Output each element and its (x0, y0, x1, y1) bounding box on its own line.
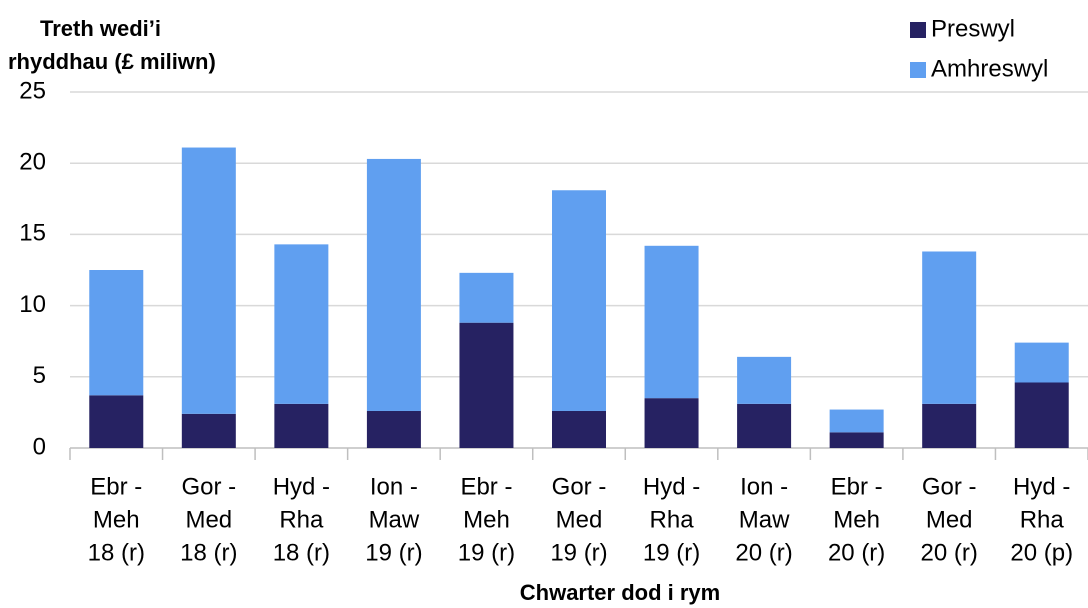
x-axis-title: Chwarter dod i rym (520, 580, 720, 605)
legend-label: Amhreswyl (931, 55, 1048, 82)
y-tick-label: 0 (33, 433, 46, 460)
x-tick-label: 19 (r) (365, 539, 422, 566)
x-tick-label: 20 (r) (735, 539, 792, 566)
bar-segment (181, 147, 236, 414)
x-tick-label: Maw (739, 506, 790, 533)
x-tick-label: 18 (r) (88, 539, 145, 566)
y-tick-label: 5 (33, 362, 46, 389)
x-tick-label: 18 (r) (273, 539, 330, 566)
x-tick-label: Med (185, 506, 232, 533)
legend-label: Preswyl (931, 15, 1015, 42)
x-tick-label: 20 (p) (1010, 539, 1073, 566)
bar-segment (1014, 342, 1069, 383)
bar-segment (459, 322, 514, 448)
bar-segment (552, 410, 606, 448)
bar-segment (1014, 382, 1069, 448)
x-tick-label: Ion - (740, 473, 788, 500)
x-tick-label: Med (926, 506, 973, 533)
x-tick-label: Gor - (922, 473, 977, 500)
x-tick-label: 19 (r) (643, 539, 700, 566)
bar-segment (181, 413, 236, 448)
bar-segment (366, 410, 421, 448)
legend-swatch (910, 62, 926, 78)
bar-segment (274, 403, 329, 448)
bar-segment (829, 409, 884, 433)
bar-segment (737, 356, 792, 404)
x-tick-label: 18 (r) (180, 539, 237, 566)
bar-segment (829, 432, 884, 448)
legend-swatch (910, 22, 926, 38)
x-tick-label: 19 (r) (550, 539, 607, 566)
bar-segment (366, 158, 421, 411)
y-tick-label: 15 (19, 220, 46, 247)
bar-segment (552, 190, 606, 411)
x-tick-label: Maw (369, 506, 420, 533)
x-tick-label: Ebr - (460, 473, 512, 500)
y-tick-label: 10 (19, 291, 46, 318)
y-tick-label: 25 (19, 77, 46, 104)
bar-segment (737, 403, 792, 448)
bar-segment (922, 403, 977, 448)
bar-segment (459, 272, 514, 323)
x-tick-label: Meh (833, 506, 880, 533)
x-tick-label: Hyd - (1013, 473, 1070, 500)
x-tick-label: Rha (1020, 506, 1065, 533)
bar-segment (644, 245, 699, 399)
bar-segment (89, 395, 144, 448)
x-tick-label: Rha (650, 506, 695, 533)
x-tick-label: Meh (93, 506, 140, 533)
x-tick-label: Hyd - (643, 473, 700, 500)
x-tick-label: Meh (463, 506, 510, 533)
y-tick-label: 20 (19, 149, 46, 176)
bar-segment (644, 398, 699, 448)
x-tick-label: Rha (279, 506, 324, 533)
x-tick-label: Gor - (181, 473, 236, 500)
x-tick-label: Ebr - (90, 473, 142, 500)
x-tick-label: 20 (r) (921, 539, 978, 566)
x-tick-label: Gor - (552, 473, 607, 500)
x-tick-label: Ion - (370, 473, 418, 500)
x-tick-label: Hyd - (273, 473, 330, 500)
x-tick-label: 19 (r) (458, 539, 515, 566)
bar-segment (922, 251, 977, 404)
y-axis-title: Treth wedi’i (40, 16, 161, 41)
bar-segment (89, 270, 144, 396)
y-axis-title: rhyddhau (£ miliwn) (8, 49, 216, 74)
x-tick-label: 20 (r) (828, 539, 885, 566)
x-tick-label: Med (556, 506, 603, 533)
bar-segment (274, 244, 329, 404)
x-tick-label: Ebr - (831, 473, 883, 500)
